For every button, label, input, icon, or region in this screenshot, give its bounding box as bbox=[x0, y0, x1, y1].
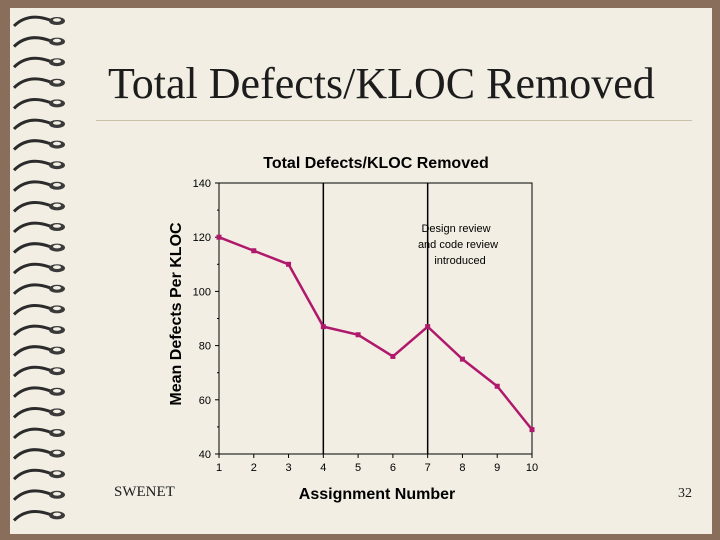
x-tick-label: 2 bbox=[251, 462, 257, 474]
binding-ring bbox=[12, 159, 65, 172]
data-point bbox=[216, 234, 222, 240]
binding-ring bbox=[12, 489, 65, 501]
x-tick-label: 10 bbox=[526, 462, 538, 474]
binding-ring bbox=[12, 221, 65, 234]
binding-ring bbox=[12, 97, 65, 110]
y-tick-label: 100 bbox=[193, 286, 211, 298]
series-line bbox=[218, 236, 533, 431]
slide: Total Defects/KLOC Removed Total Defects… bbox=[10, 8, 712, 534]
data-point bbox=[529, 427, 535, 433]
line-chart: Total Defects/KLOC Removed Mean Defects … bbox=[168, 155, 538, 503]
x-tick-label: 7 bbox=[425, 462, 431, 474]
data-point bbox=[355, 332, 361, 338]
binding-ring bbox=[12, 262, 65, 275]
data-point bbox=[425, 324, 431, 330]
binding-ring bbox=[12, 77, 65, 89]
binding-ring bbox=[12, 448, 65, 460]
binding-ring bbox=[12, 427, 65, 440]
x-tick-label: 5 bbox=[355, 462, 361, 474]
data-point bbox=[286, 261, 292, 267]
binding-ring bbox=[12, 118, 65, 131]
chart-title: Total Defects/KLOC Removed bbox=[263, 155, 489, 172]
binding-ring bbox=[12, 324, 65, 337]
y-axis-label: Mean Defects Per KLOC bbox=[168, 222, 185, 406]
annotation-line-3: introduced bbox=[434, 255, 485, 267]
binding-ring bbox=[12, 200, 65, 213]
x-axis-label: Assignment Number bbox=[299, 486, 455, 503]
y-tick-label: 60 bbox=[199, 395, 211, 407]
binding-ring bbox=[12, 36, 65, 48]
binding-ring bbox=[12, 242, 65, 254]
data-point bbox=[320, 324, 326, 330]
y-tick-label: 40 bbox=[199, 449, 211, 461]
binding-ring bbox=[12, 468, 65, 481]
title-divider bbox=[96, 120, 692, 121]
binding-ring bbox=[12, 406, 65, 419]
x-tick-label: 3 bbox=[285, 462, 291, 474]
x-tick-label: 1 bbox=[216, 462, 222, 474]
annotation-line-2: and code review bbox=[418, 239, 498, 251]
binding-ring bbox=[12, 345, 65, 357]
binding-ring bbox=[12, 15, 65, 28]
x-tick-label: 6 bbox=[390, 462, 396, 474]
data-point bbox=[459, 356, 465, 362]
footer-organization: SWENET bbox=[114, 484, 175, 500]
binding-ring bbox=[12, 365, 65, 378]
y-tick-label: 140 bbox=[193, 178, 211, 190]
y-tick-label: 80 bbox=[199, 341, 211, 353]
x-tick-label: 4 bbox=[320, 462, 326, 474]
binding-ring bbox=[12, 303, 65, 316]
x-tick-label: 8 bbox=[459, 462, 465, 474]
data-point bbox=[494, 383, 500, 389]
spiral-binding bbox=[12, 15, 65, 522]
data-point bbox=[251, 248, 257, 254]
x-tick-label: 9 bbox=[494, 462, 500, 474]
binding-ring bbox=[12, 180, 65, 192]
binding-ring bbox=[12, 509, 65, 522]
annotation-line-1: Design review bbox=[421, 223, 490, 235]
binding-ring bbox=[12, 283, 65, 295]
data-point bbox=[390, 353, 396, 359]
binding-ring bbox=[12, 386, 65, 398]
page-number: 32 bbox=[678, 486, 692, 501]
slide-title: Total Defects/KLOC Removed bbox=[108, 59, 655, 108]
y-tick-label: 120 bbox=[193, 232, 211, 244]
binding-ring bbox=[12, 139, 65, 151]
binding-ring bbox=[12, 56, 65, 69]
